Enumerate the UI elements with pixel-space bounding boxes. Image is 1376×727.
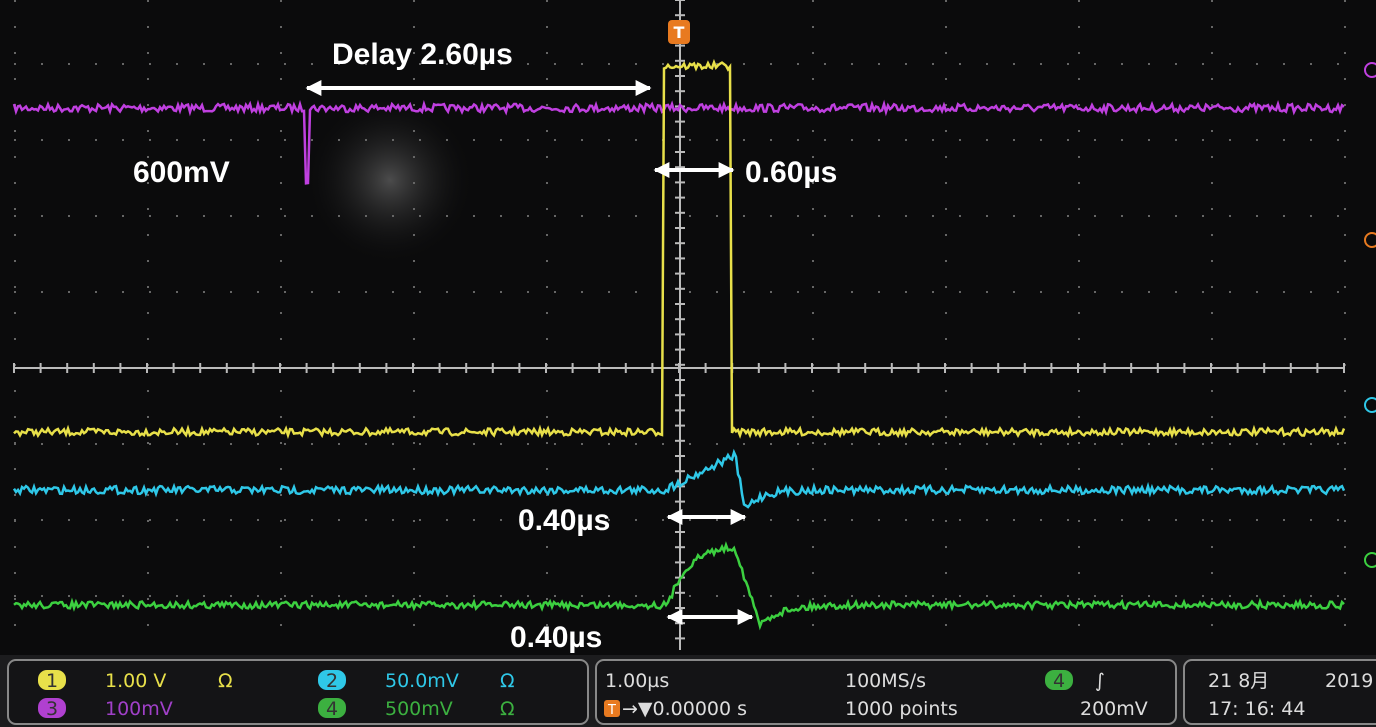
channel-badge: 2 <box>326 670 338 692</box>
status-bar: 1 1.00 V Ω 2 50.0mV Ω 3 100mV 4 500mV Ω … <box>0 655 1376 727</box>
channel-badge: 3 <box>46 698 58 720</box>
trigger-level: 200mV <box>1080 698 1148 720</box>
channel-coupling: Ω <box>500 698 515 720</box>
annotation: Delay 2.60µs <box>332 38 513 71</box>
year: 2019 <box>1325 670 1373 692</box>
timebase-trigger-icon: T <box>607 703 616 718</box>
date: 21 8月 <box>1208 670 1269 692</box>
channel-scale: 1.00 V <box>105 670 166 692</box>
annotation: 0.60µs <box>745 156 837 189</box>
channel-scale: 100mV <box>105 698 173 720</box>
oscilloscope-screen: T Delay 2.60µs 600mV 0.60µs 0.40µs 0.40µ… <box>0 0 1376 727</box>
annotation: 0.40µs <box>510 621 602 654</box>
timebase-position: →▼0.00000 s <box>622 698 747 720</box>
timebase-scale: 1.00µs <box>605 670 669 692</box>
glare <box>300 90 480 270</box>
trigger-source: 4 <box>1053 670 1065 692</box>
annotation: 600mV <box>133 156 230 189</box>
record-length: 1000 points <box>845 698 958 720</box>
trigger-marker-label: T <box>674 23 685 42</box>
trigger-slope: ∫ <box>1095 670 1105 692</box>
annotation: 0.40µs <box>518 504 610 537</box>
channel-scale: 500mV <box>385 698 453 720</box>
channel-badge: 1 <box>46 670 58 692</box>
channel-coupling: Ω <box>500 670 515 692</box>
time: 17: 16: 44 <box>1208 698 1305 720</box>
channel-scale: 50.0mV <box>385 670 459 692</box>
sample-rate: 100MS/s <box>845 670 926 692</box>
trigger-marker: T <box>668 20 690 44</box>
channel-badge: 4 <box>326 698 338 720</box>
channel-coupling: Ω <box>218 670 233 692</box>
